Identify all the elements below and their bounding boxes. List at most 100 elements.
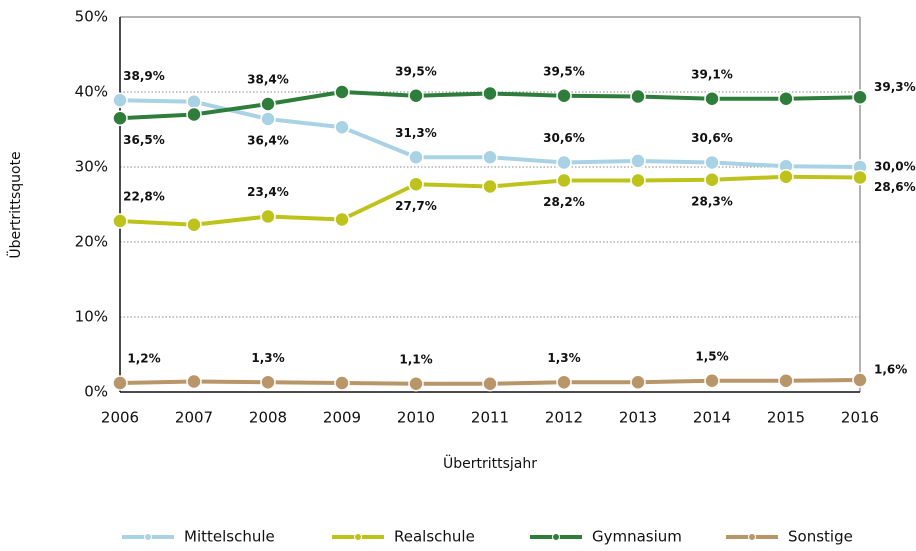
- data-point: [334, 375, 350, 391]
- data-point: [186, 373, 202, 390]
- data-point: [556, 374, 572, 390]
- data-label: 30,6%: [691, 131, 733, 145]
- data-point: [630, 172, 646, 189]
- legend-item: Mittelschule: [122, 528, 275, 546]
- data-label: 1,2%: [127, 352, 160, 366]
- y-tick-label: 40%: [75, 83, 108, 101]
- data-label: 31,3%: [395, 126, 437, 140]
- x-tick-label: 2016: [841, 409, 879, 427]
- data-label: 39,5%: [543, 64, 585, 78]
- data-point: [852, 169, 868, 186]
- data-point: [630, 153, 646, 169]
- data-label: 28,6%: [874, 180, 916, 194]
- y-axis-title: Übertrittsquote: [6, 151, 24, 258]
- data-label: 1,3%: [251, 351, 284, 365]
- data-label: 22,8%: [123, 190, 165, 204]
- data-point: [260, 208, 276, 225]
- series: 22,8% 23,4% 27,7% 28,2% 28,3% 28,6%: [112, 169, 916, 233]
- data-label: 39,5%: [395, 64, 437, 78]
- legend-label: Sonstige: [788, 528, 853, 546]
- data-point: [112, 213, 128, 229]
- y-tick-label: 10%: [75, 308, 108, 326]
- data-label: 38,9%: [123, 69, 165, 83]
- data-point: [186, 94, 202, 110]
- x-tick-label: 2009: [323, 409, 361, 427]
- data-label: 1,3%: [547, 351, 580, 365]
- data-point: [482, 85, 498, 102]
- data-point: [778, 373, 794, 389]
- y-tick-label: 20%: [75, 233, 108, 251]
- data-point: [112, 110, 128, 126]
- data-point: [630, 88, 646, 105]
- data-label: 28,3%: [691, 194, 733, 208]
- data-point: [334, 119, 350, 135]
- legend-label: Realschule: [394, 528, 475, 546]
- y-tick-label: 50%: [75, 8, 108, 26]
- data-label: 39,1%: [691, 67, 733, 81]
- data-point: [482, 178, 498, 195]
- series: 36,5% 38,4% 39,5% 39,5% 39,1% 39,3%: [112, 64, 916, 147]
- x-axis-title: Übertrittsjahr: [443, 454, 537, 472]
- data-point: [186, 217, 202, 233]
- data-label: 38,4%: [247, 73, 289, 87]
- data-point: [778, 91, 794, 107]
- x-tick-label: 2007: [175, 409, 213, 427]
- legend-swatch-marker: [748, 533, 756, 541]
- data-label: 23,4%: [247, 185, 289, 199]
- data-label: 1,1%: [399, 352, 432, 366]
- x-tick-label: 2010: [397, 409, 435, 427]
- data-point: [186, 106, 202, 123]
- data-point: [408, 88, 424, 104]
- data-point: [704, 154, 720, 171]
- data-point: [556, 172, 572, 189]
- data-point: [334, 84, 350, 100]
- data-label: 28,2%: [543, 195, 585, 209]
- x-tick-label: 2008: [249, 409, 287, 427]
- x-tick-label: 2015: [767, 409, 805, 427]
- data-label: 36,4%: [247, 134, 289, 148]
- data-point: [556, 88, 572, 104]
- data-point: [260, 374, 276, 390]
- x-tick-label: 2006: [101, 409, 139, 427]
- data-point: [112, 375, 128, 391]
- series: 1,2% 1,3% 1,1% 1,3% 1,5% 1,6%: [112, 349, 907, 392]
- legend-swatch-marker: [354, 533, 362, 541]
- data-label: 30,6%: [543, 131, 585, 145]
- data-label: 1,6%: [874, 363, 907, 377]
- data-point: [778, 169, 794, 185]
- y-tick-label: 0%: [84, 383, 108, 401]
- x-tick-label: 2013: [619, 409, 657, 427]
- legend-swatch-marker: [144, 533, 152, 541]
- data-label: 36,5%: [123, 133, 165, 147]
- data-point: [112, 92, 128, 108]
- legend-item: Gymnasium: [530, 528, 682, 546]
- data-point: [704, 373, 720, 389]
- data-point: [630, 374, 646, 390]
- data-point: [482, 149, 498, 165]
- data-point: [556, 154, 572, 171]
- data-point: [704, 172, 720, 188]
- x-tick-label: 2012: [545, 409, 583, 427]
- legend-swatch-marker: [552, 533, 560, 541]
- data-point: [482, 376, 498, 392]
- data-label: 30,0%: [874, 160, 916, 174]
- series: 38,9% 36,4% 31,3% 30,6% 30,6% 30,0%: [112, 69, 916, 175]
- data-label: 39,3%: [874, 80, 916, 94]
- legend-item: Realschule: [332, 528, 475, 546]
- x-tick-label: 2011: [471, 409, 509, 427]
- data-label: 27,7%: [395, 199, 437, 213]
- data-point: [704, 91, 720, 107]
- x-tick-label: 2014: [693, 409, 731, 427]
- data-point: [408, 149, 424, 165]
- legend-label: Gymnasium: [592, 528, 682, 546]
- data-point: [260, 111, 276, 127]
- data-point: [408, 176, 424, 192]
- legend-item: Sonstige: [726, 528, 853, 546]
- data-point: [260, 96, 276, 112]
- data-point: [334, 211, 350, 228]
- data-point: [408, 376, 424, 392]
- legend-label: Mittelschule: [184, 528, 275, 546]
- data-point: [852, 89, 868, 105]
- data-point: [852, 372, 868, 388]
